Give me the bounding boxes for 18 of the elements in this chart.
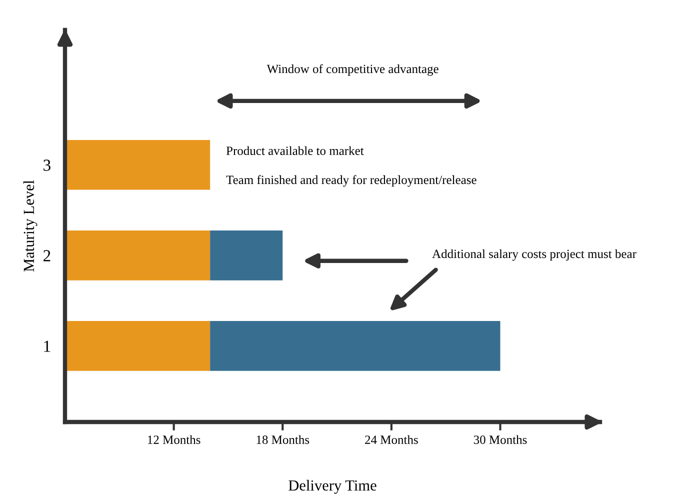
x-tick-label: 18 Months (256, 435, 310, 444)
text: Window of competitive advantage (266, 64, 438, 76)
y-tick-label: 3 (44, 160, 50, 171)
y-tick-label: 1 (44, 340, 50, 352)
x-tick-label: 30 Months (474, 435, 527, 444)
bar (210, 230, 283, 280)
annotation: Product available to market (226, 146, 364, 156)
y-axis-title: Maturity Level (23, 180, 38, 272)
y-tick-label: 2 (44, 250, 50, 262)
annotation: Team finished and ready for redeployment/release (226, 175, 476, 187)
annotation: Additional salary costs project must bear (432, 249, 636, 261)
x-tick-label: 24 Months (365, 435, 418, 444)
x-tick-label: 12 Months (148, 435, 200, 444)
x-axis-title: Delivery Time (288, 480, 376, 494)
bar (65, 321, 210, 371)
bar (65, 140, 210, 190)
bar (210, 321, 500, 371)
bar (65, 230, 210, 280)
